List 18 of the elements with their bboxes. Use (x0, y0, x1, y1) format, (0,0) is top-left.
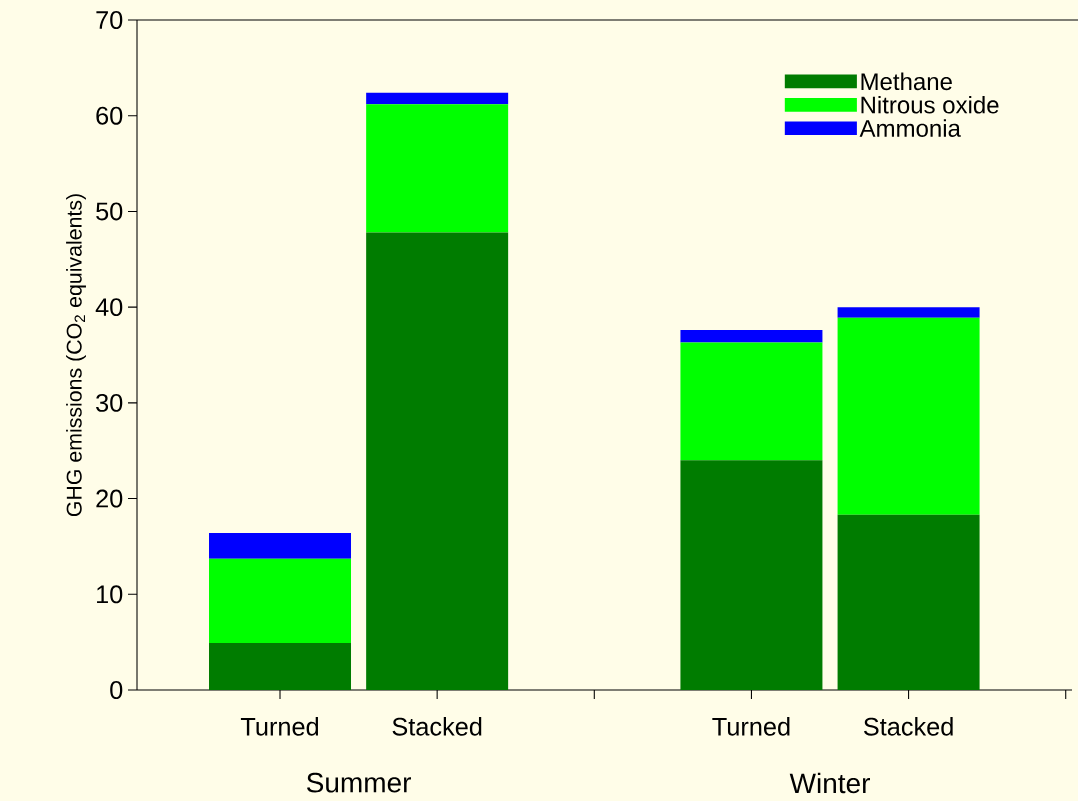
y-tick-label: 40 (95, 298, 123, 317)
legend-label: Methane (861, 72, 952, 91)
y-tick-label: 60 (96, 106, 123, 125)
y-axis-title: GHG emissions (CO$_{2}$ equivalents) (66, 194, 86, 517)
y-tick-label: 10 (97, 585, 123, 604)
y-tick-label: 20 (96, 489, 123, 508)
x-tick-label: Stacked (863, 717, 953, 736)
y-tick-label: 70 (96, 11, 123, 29)
legend-label: Ammonia (859, 119, 961, 137)
x-tick-label: Turned (712, 717, 790, 736)
x-tick-label: Turned (240, 717, 319, 736)
text: Summer (306, 772, 411, 793)
y-tick-label: 30 (96, 393, 123, 412)
text: Winter (789, 772, 870, 794)
x-tick-label: Stacked (392, 717, 482, 736)
y-tick-label: 50 (96, 202, 123, 221)
legend-label: Nitrous oxide (861, 95, 999, 114)
y-tick-label: 0 (110, 681, 123, 699)
